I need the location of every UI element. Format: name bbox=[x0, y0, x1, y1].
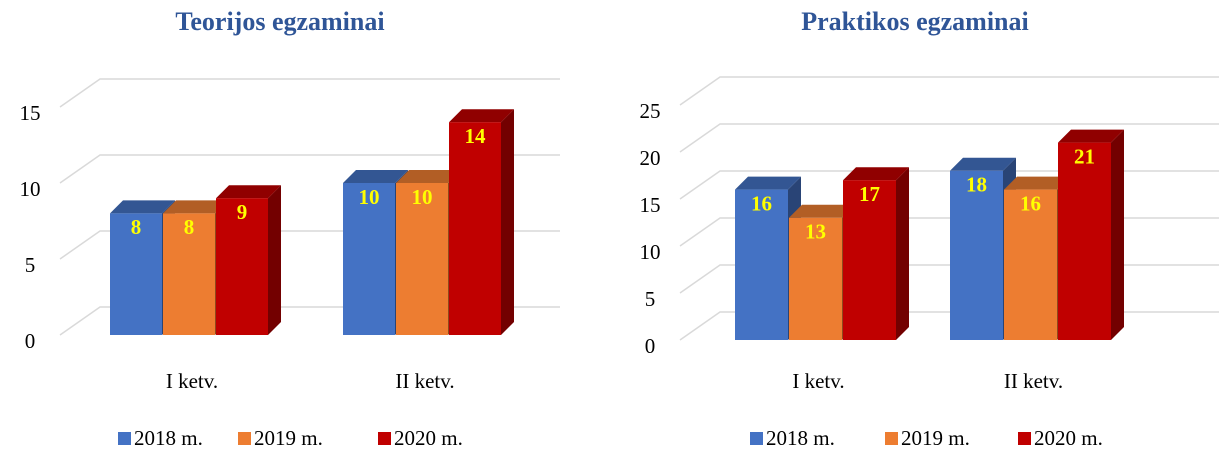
legend-swatch bbox=[118, 432, 131, 445]
bar-top bbox=[1004, 176, 1070, 190]
value-label: 13 bbox=[805, 220, 826, 244]
bar-top bbox=[950, 157, 1016, 171]
bar-front bbox=[216, 198, 268, 335]
grid-line bbox=[59, 154, 560, 184]
x-tick-label: I ketv. bbox=[166, 369, 218, 393]
value-label: 16 bbox=[751, 191, 772, 215]
bar-top bbox=[843, 167, 909, 181]
bar-top bbox=[789, 204, 855, 218]
value-label: 16 bbox=[1020, 191, 1041, 215]
bar-front bbox=[1058, 142, 1111, 340]
y-tick-label: 5 bbox=[645, 287, 656, 311]
bar-top bbox=[1058, 129, 1124, 143]
bar-front bbox=[789, 217, 842, 340]
value-label: 8 bbox=[131, 215, 142, 239]
grid-line bbox=[679, 76, 1219, 106]
bar-front bbox=[449, 122, 501, 335]
x-tick-label: I ketv. bbox=[792, 369, 844, 393]
y-tick-label: 10 bbox=[20, 177, 41, 201]
legend-swatch bbox=[1018, 432, 1031, 445]
chart-title: Teorijos egzaminai bbox=[175, 7, 384, 36]
bar-front bbox=[396, 183, 448, 335]
bar-side bbox=[268, 185, 281, 335]
y-tick-label: 20 bbox=[640, 146, 661, 170]
legend-label: 2018 m. bbox=[134, 426, 203, 450]
value-label: 14 bbox=[465, 124, 487, 148]
legend-label: 2019 m. bbox=[254, 426, 323, 450]
bar-side bbox=[501, 109, 514, 335]
y-tick-label: 15 bbox=[20, 101, 41, 125]
bar bbox=[1058, 129, 1124, 340]
x-tick-label: II ketv. bbox=[395, 369, 454, 393]
value-label: 8 bbox=[184, 215, 195, 239]
y-tick-label: 15 bbox=[640, 193, 661, 217]
grid-line bbox=[679, 170, 1219, 200]
chart-title: Praktikos egzaminai bbox=[801, 7, 1029, 36]
bar-front bbox=[110, 213, 162, 335]
value-label: 18 bbox=[966, 173, 987, 197]
bar-top bbox=[343, 170, 408, 183]
legend-swatch bbox=[378, 432, 391, 445]
bar-front bbox=[163, 213, 215, 335]
bar-top bbox=[449, 109, 514, 123]
value-label: 17 bbox=[859, 182, 880, 206]
bar-front bbox=[843, 180, 896, 340]
bar-top bbox=[735, 176, 801, 190]
bar-top bbox=[216, 185, 281, 199]
y-tick-label: 0 bbox=[25, 329, 36, 353]
bar-front bbox=[343, 183, 395, 335]
bar-side bbox=[1111, 129, 1124, 340]
bar-side bbox=[896, 167, 909, 340]
legend-label: 2020 m. bbox=[394, 426, 463, 450]
bar bbox=[449, 109, 514, 335]
bar-top bbox=[396, 170, 461, 183]
value-label: 9 bbox=[237, 200, 248, 224]
value-label: 10 bbox=[412, 185, 433, 209]
legend-swatch bbox=[885, 432, 898, 445]
y-tick-label: 0 bbox=[645, 334, 656, 358]
bar-front bbox=[735, 189, 788, 340]
grid-line bbox=[679, 123, 1219, 153]
bar bbox=[843, 167, 909, 340]
legend-swatch bbox=[750, 432, 763, 445]
value-label: 21 bbox=[1074, 144, 1095, 168]
bar-front bbox=[1004, 189, 1057, 340]
bar-front bbox=[950, 170, 1003, 340]
y-tick-label: 5 bbox=[25, 253, 36, 277]
bar-top bbox=[163, 200, 228, 214]
bar-top bbox=[110, 200, 175, 214]
legend-label: 2020 m. bbox=[1034, 426, 1103, 450]
legend-label: 2018 m. bbox=[766, 426, 835, 450]
grid-line bbox=[59, 78, 560, 108]
x-tick-label: II ketv. bbox=[1004, 369, 1063, 393]
legend-label: 2019 m. bbox=[901, 426, 970, 450]
y-tick-label: 25 bbox=[640, 99, 661, 123]
value-label: 10 bbox=[359, 185, 380, 209]
bar bbox=[216, 185, 281, 335]
legend-swatch bbox=[238, 432, 251, 445]
y-tick-label: 10 bbox=[640, 240, 661, 264]
